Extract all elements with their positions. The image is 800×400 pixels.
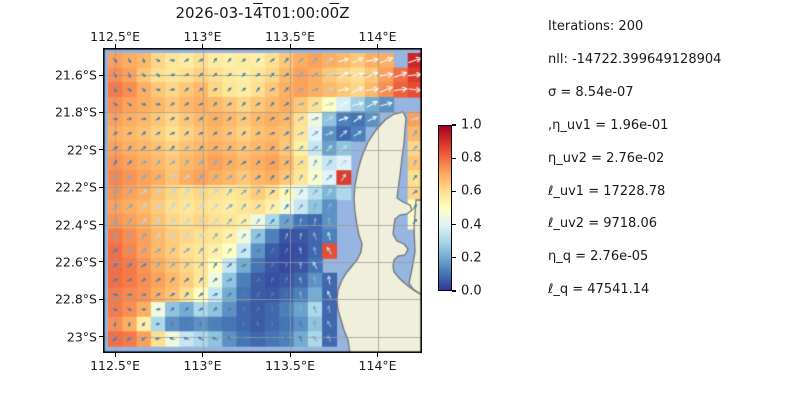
stats-line: η_uv2 = 2.76e-02 bbox=[548, 150, 665, 166]
y-axis-tick-label: 21.8°S bbox=[54, 104, 97, 120]
colorbar-tick-label: 0.8 bbox=[461, 150, 482, 166]
colorbar-tick-label: 1.0 bbox=[461, 117, 482, 133]
y-axis-tick-mark bbox=[99, 261, 103, 263]
stats-line: σ = 8.54e-07 bbox=[548, 84, 634, 100]
x-axis-tick-label-top: 113.5°E bbox=[265, 29, 316, 44]
colorbar-tick-label: 0.2 bbox=[461, 250, 482, 266]
colorbar-tick-mark bbox=[452, 224, 456, 226]
x-axis-tick-mark bbox=[202, 44, 204, 48]
y-axis-tick-label: 22.6°S bbox=[54, 254, 97, 270]
map-frame bbox=[103, 48, 422, 353]
stats-line: nll: -14722.399649128904 bbox=[548, 51, 722, 67]
stats-line: η_q = 2.76e-05 bbox=[548, 249, 649, 265]
x-axis-tick-mark bbox=[289, 353, 291, 357]
y-axis-tick-label: 22°S bbox=[66, 142, 97, 158]
x-axis-tick-label-bottom: 113°E bbox=[183, 358, 222, 373]
y-axis-tick-mark bbox=[99, 336, 103, 338]
map-canvas bbox=[103, 48, 422, 353]
y-axis-tick-label: 23°S bbox=[66, 329, 97, 345]
y-axis-tick-mark bbox=[99, 224, 103, 225]
x-axis-tick-label-bottom: 112.5°E bbox=[90, 358, 141, 373]
x-axis-tick-mark bbox=[377, 44, 379, 48]
plot-title-part: 0 bbox=[329, 4, 340, 22]
x-axis-tick-label-top: 112.5°E bbox=[90, 29, 141, 44]
y-axis-tick-label: 22.4°S bbox=[54, 217, 97, 232]
plot-title-part: T01:00:0 bbox=[262, 4, 330, 22]
plot-title-part: 4 bbox=[253, 4, 263, 22]
x-axis-tick-label-top: 114°E bbox=[358, 29, 397, 44]
stats-line: ℓ_uv1 = 17228.78 bbox=[548, 183, 666, 199]
y-axis-tick-mark bbox=[99, 149, 103, 151]
colorbar-tick-mark bbox=[452, 157, 456, 159]
colorbar-tick-label: 0.6 bbox=[461, 183, 482, 199]
x-axis-tick-mark bbox=[114, 44, 116, 48]
colorbar-tick-label: 0.4 bbox=[461, 217, 482, 233]
x-axis-tick-mark bbox=[202, 353, 204, 357]
stats-line: ℓ_uv2 = 9718.06 bbox=[548, 216, 657, 232]
plot-title-part: 2026-03-1 bbox=[175, 4, 254, 22]
colorbar bbox=[438, 125, 452, 291]
y-axis-tick-mark bbox=[99, 111, 103, 113]
stats-line: Iterations: 200 bbox=[548, 19, 644, 34]
colorbar-tick-mark bbox=[452, 124, 456, 126]
colorbar-tick-mark bbox=[452, 190, 456, 192]
stats-line: ℓ_q = 47541.14 bbox=[548, 282, 650, 298]
y-axis-tick-label: 22.2°S bbox=[54, 179, 97, 195]
x-axis-tick-mark bbox=[114, 353, 116, 357]
colorbar-tick-mark bbox=[452, 257, 456, 259]
y-axis-tick-label: 22.8°S bbox=[54, 291, 97, 307]
x-axis-tick-mark bbox=[377, 353, 379, 357]
y-axis-tick-mark bbox=[99, 186, 103, 188]
plot-title-part: Z bbox=[339, 4, 350, 22]
plot-title: 2026-03-14T01:00:00Z bbox=[103, 4, 422, 22]
x-axis-tick-label-bottom: 113.5°E bbox=[265, 358, 316, 373]
y-axis-tick-label: 21.6°S bbox=[54, 67, 97, 83]
x-axis-tick-label-top: 113°E bbox=[183, 29, 222, 44]
x-axis-tick-mark bbox=[289, 44, 291, 48]
y-axis-tick-mark bbox=[99, 74, 103, 76]
stats-line: ,η_uv1 = 1.96e-01 bbox=[548, 117, 669, 133]
colorbar-tick-mark bbox=[452, 290, 456, 292]
x-axis-tick-label-bottom: 114°E bbox=[358, 358, 397, 373]
y-axis-tick-mark bbox=[99, 298, 103, 300]
colorbar-tick-label: 0.0 bbox=[461, 283, 482, 299]
